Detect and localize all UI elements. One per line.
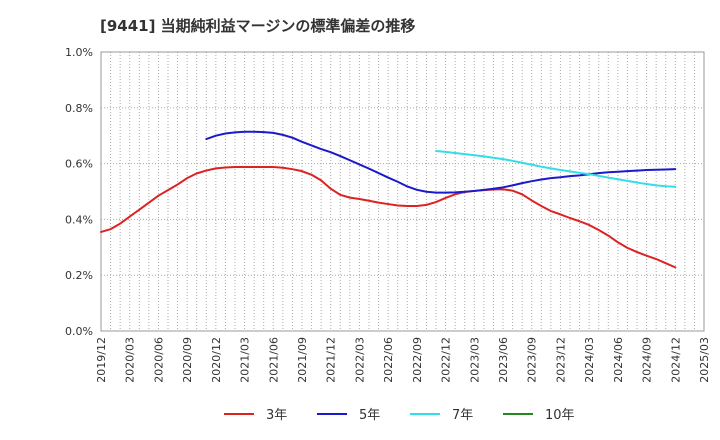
- x-tick-label: 2023/09: [526, 337, 539, 383]
- x-tick-label: 2021/06: [267, 337, 280, 383]
- legend-label-3: 7年: [452, 408, 473, 423]
- y-axis: 0.0% 0.2% 0.4% 0.6% 0.8% 1.0%: [65, 46, 93, 338]
- x-tick-label: 2021/12: [325, 337, 338, 383]
- x-axis: 2019/12 2020/03 2020/06 2020/09 2020/12 2021/…: [95, 337, 711, 383]
- y-tick-label: 0.8%: [65, 102, 93, 115]
- x-tick-label: 2023/12: [554, 337, 567, 383]
- x-tick-label: 2019/12: [95, 337, 108, 383]
- x-tick-label: 2020/09: [181, 337, 194, 383]
- x-tick-label: 2025/03: [698, 337, 711, 383]
- x-tick-label: 2023/06: [497, 337, 510, 383]
- x-tick-label: 2022/09: [411, 337, 424, 383]
- x-tick-label: 2022/06: [382, 337, 395, 383]
- x-tick-label: 2024/09: [641, 337, 654, 383]
- series-line-1: [100, 165, 677, 269]
- x-tick-label: 2021/09: [296, 337, 309, 383]
- series-layer: [100, 130, 677, 269]
- x-tick-label: 2024/06: [612, 337, 625, 383]
- legend-label-4: 10年: [545, 408, 575, 423]
- plot-frame: [100, 51, 705, 332]
- y-tick-label: 0.0%: [65, 325, 93, 338]
- legend: 3年 5年 7年 10年: [224, 408, 575, 423]
- series-line-2: [205, 130, 677, 194]
- x-tick-label: 2022/03: [353, 337, 366, 383]
- x-tick-label: 2024/12: [669, 337, 682, 383]
- y-tick-label: 0.2%: [65, 269, 93, 282]
- x-tick-label: 2024/03: [583, 337, 596, 383]
- x-tick-label: 2021/03: [239, 337, 252, 383]
- y-tick-label: 0.6%: [65, 158, 93, 171]
- x-tick-label: 2022/12: [440, 337, 453, 383]
- x-tick-label: 2023/03: [468, 337, 481, 383]
- x-tick-label: 2020/06: [152, 337, 165, 383]
- grid: [101, 52, 704, 331]
- legend-label-2: 5年: [359, 408, 380, 423]
- y-tick-label: 0.4%: [65, 213, 93, 226]
- x-tick-label: 2020/03: [124, 337, 137, 383]
- x-tick-label: 2020/12: [210, 337, 223, 383]
- legend-label-1: 3年: [266, 408, 287, 423]
- y-tick-label: 1.0%: [65, 46, 93, 59]
- chart-title: [9441] 当期純利益マージンの標準偏差の推移: [100, 17, 415, 35]
- series-line-3: [435, 150, 677, 188]
